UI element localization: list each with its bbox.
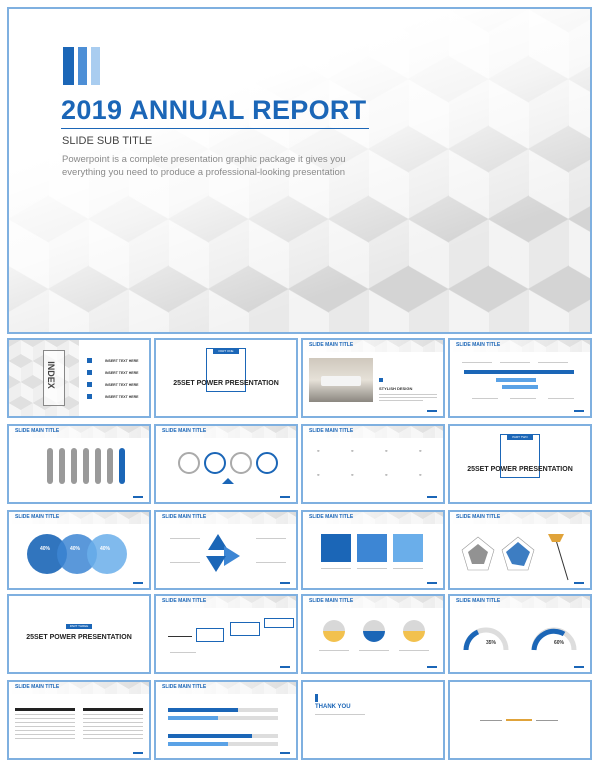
thumb-icon-circles[interactable]: SLIDE MAIN TITLE (301, 594, 445, 674)
slide-title: SLIDE MAIN TITLE (162, 684, 207, 690)
part-tag: PART ONE (213, 349, 239, 354)
slide-subtitle: SLIDE SUB TITLE (62, 135, 153, 147)
title-slide[interactable]: 2019 ANNUAL REPORT SLIDE SUB TITLE Power… (7, 7, 592, 334)
title-rule (61, 128, 369, 129)
slide-title: SLIDE MAIN TITLE (456, 342, 501, 348)
slide-title: SLIDE MAIN TITLE (15, 684, 60, 690)
circle-value: 40% (100, 546, 111, 552)
stylish-heading: STYLISH DESIGN (379, 386, 413, 391)
thumb-progress[interactable]: SLIDE MAIN TITLE (154, 680, 298, 760)
part-title: 25SET POWER PRESENTATION (467, 466, 573, 473)
thumb-part-three[interactable]: PART THREE 25SET POWER PRESENTATION (7, 594, 151, 674)
circle-value: 40% (40, 546, 51, 552)
report-title: 2019 ANNUAL REPORT (61, 95, 367, 125)
thumb-stylish-design[interactable]: SLIDE MAIN TITLE STYLISH DESIGN (301, 338, 445, 418)
thank-you-text: THANK YOU (315, 704, 351, 710)
part-title: 25SET POWER PRESENTATION (26, 634, 132, 641)
slide-title: SLIDE MAIN TITLE (162, 514, 207, 520)
thumb-triangles[interactable]: SLIDE MAIN TITLE (154, 510, 298, 590)
thumb-circles[interactable]: SLIDE MAIN TITLE 40% 40% 40% (7, 510, 151, 590)
slide-title: SLIDE MAIN TITLE (15, 514, 60, 520)
thumb-credits[interactable] (448, 680, 592, 760)
thumb-cycle[interactable]: SLIDE MAIN TITLE (154, 424, 298, 504)
slide-title: SLIDE MAIN TITLE (15, 428, 60, 434)
thumb-steps[interactable]: SLIDE MAIN TITLE (448, 338, 592, 418)
gauge-value: 35% (486, 640, 497, 646)
slide-title: SLIDE MAIN TITLE (456, 598, 501, 604)
thumb-part-one[interactable]: PART ONE 25SET POWER PRESENTATION (154, 338, 298, 418)
thumb-hexagons[interactable]: SLIDE MAIN TITLE (301, 510, 445, 590)
room-photo (309, 358, 373, 402)
thumb-bar-chart[interactable]: SLIDE MAIN TITLE (7, 424, 151, 504)
part-tag: PART THREE (66, 624, 92, 629)
gauge-charts (463, 627, 577, 651)
slide-title: SLIDE MAIN TITLE (309, 428, 354, 434)
slide-description: Powerpoint is a complete presentation gr… (62, 154, 346, 178)
index-item: INSERT TEXT HERE (105, 371, 139, 375)
slide-title: SLIDE MAIN TITLE (162, 428, 207, 434)
index-item: INSERT TEXT HERE (105, 395, 139, 399)
thumb-radar[interactable]: SLIDE MAIN TITLE (448, 510, 592, 590)
part-title: 25SET POWER PRESENTATION (173, 380, 279, 387)
slide-title: SLIDE MAIN TITLE (162, 598, 207, 604)
gauge-value: 60% (554, 640, 565, 646)
thumb-index[interactable]: INDEX INSERT TEXT HERE INSERT TEXT HERE … (7, 338, 151, 418)
circle-value: 40% (70, 546, 81, 552)
thumb-tables[interactable]: SLIDE MAIN TITLE (7, 680, 151, 760)
index-item: INSERT TEXT HERE (105, 383, 139, 387)
slide-title: SLIDE MAIN TITLE (309, 342, 354, 348)
thumb-thank-you[interactable]: THANK YOU (301, 680, 445, 760)
slide-title: SLIDE MAIN TITLE (456, 514, 501, 520)
index-item: INSERT TEXT HERE (105, 359, 139, 363)
radar-charts (461, 534, 569, 581)
part-tag: PART TWO (507, 435, 533, 440)
index-label: INDEX (45, 361, 56, 389)
thumb-part-two[interactable]: PART TWO 25SET POWER PRESENTATION (448, 424, 592, 504)
slide-title: SLIDE MAIN TITLE (309, 598, 354, 604)
slide-title: SLIDE MAIN TITLE (309, 514, 354, 520)
thumb-gauges[interactable]: SLIDE MAIN TITLE 35% 60% (448, 594, 592, 674)
thumb-icons[interactable]: SLIDE MAIN TITLE ◦ ◦ ◦ ◦ ◦ ◦ ◦ ◦ (301, 424, 445, 504)
hero-fade (9, 9, 590, 332)
thumb-process[interactable]: SLIDE MAIN TITLE (154, 594, 298, 674)
